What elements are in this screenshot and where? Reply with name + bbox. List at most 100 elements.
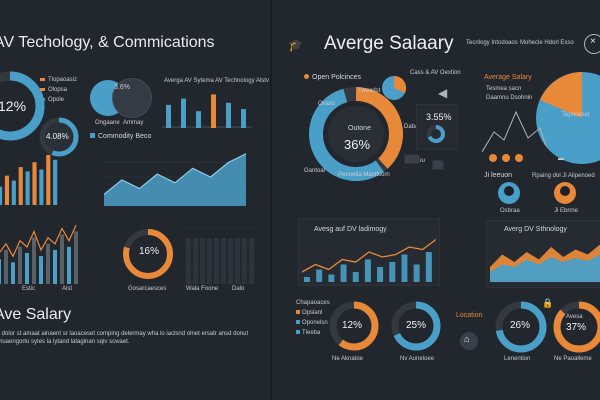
left-bar-chart	[0, 154, 58, 205]
grid-col-8	[242, 238, 247, 284]
avg-bar-2	[328, 274, 335, 282]
bubble-grey	[112, 78, 152, 118]
grid-col-4	[214, 238, 219, 284]
donut-center-value: 36%	[344, 137, 371, 152]
donut-caption: Pennetia Mastfcorn	[338, 172, 390, 178]
grid-col-2	[200, 238, 205, 284]
bottom-ring-12-value: 12%	[342, 320, 363, 331]
pie-right-legend-1: Tesmea sacn	[486, 86, 522, 92]
arrow-left-icon: ◀	[438, 86, 448, 100]
avg-line-title: Avesg auf DV ladimogy	[314, 226, 387, 233]
bottom-ring-25-value: 25%	[406, 320, 427, 331]
small-pie-chart	[382, 75, 407, 100]
left-title: AV Techology, & Commications	[0, 34, 215, 51]
small-bar-title: Averga AV Sytema AV Technology Alstv	[164, 78, 269, 84]
left-legend-3: Opole	[40, 97, 64, 103]
small-bar-2	[196, 111, 201, 128]
location-ring-37-top: Avesa	[566, 314, 583, 320]
commodity-title: Commodity Beco	[90, 133, 151, 140]
users-head-icon	[560, 186, 570, 196]
close-icon[interactable]	[584, 34, 600, 54]
avg-bar-5	[364, 259, 371, 282]
left-ring-value: 12%	[0, 98, 27, 114]
home-icon	[460, 332, 478, 350]
donut-tick-1: Ovaxs	[318, 101, 336, 107]
bottom-ring-12-caption: Ne Aknatoe	[332, 356, 364, 362]
avg-tech-title: Averg DV Sthnology	[504, 226, 567, 233]
bar-5	[32, 162, 37, 205]
small-bar-1	[181, 98, 186, 128]
location-caption-2: Ne Paoalleme	[554, 356, 592, 362]
location-ring-26	[495, 301, 547, 353]
location-ring-37-value: 37%	[566, 322, 587, 333]
grid-col-6	[228, 238, 233, 284]
donut-tick-5: Gantoal	[304, 168, 326, 174]
location-ring-37	[553, 301, 600, 353]
ring-16-caption: Gosarcaesces	[128, 286, 167, 292]
mini-block-1	[404, 154, 420, 164]
bottom-bar-5	[32, 237, 36, 284]
bottom-bar-6	[39, 256, 43, 284]
grid-col-3	[207, 238, 212, 284]
bottom-ring-25	[391, 301, 441, 351]
left-ring-chart	[0, 71, 45, 141]
bubble-value: 3.6%	[114, 84, 130, 91]
legend-dot-3	[515, 154, 523, 162]
bar-7	[46, 154, 51, 205]
user-head-icon	[504, 186, 514, 196]
lock-icon: 🔒	[542, 298, 554, 308]
bottom-bar-chart	[0, 225, 78, 284]
area-line	[104, 153, 246, 195]
donut-tick-3: Daba	[404, 124, 419, 130]
bubble-caption: Ongaane	[95, 120, 120, 126]
bottom-bar-10	[67, 246, 71, 284]
bar-8	[53, 159, 58, 205]
location-caption-1: Lenention	[504, 356, 531, 362]
grid-col-5	[221, 238, 226, 284]
avg-bar-4	[352, 272, 359, 282]
legend-bottom-1: Chapaoaces	[296, 300, 330, 306]
bar-caption-2: Aist	[62, 286, 73, 292]
panel-divider	[270, 0, 272, 400]
bar-1	[4, 175, 10, 205]
close-glyph: ×	[590, 36, 596, 47]
grid-col-0	[186, 238, 191, 284]
avg-bar-9	[413, 264, 420, 282]
small-bar-chart	[162, 94, 252, 128]
legend-bottom-2: Opslanl	[296, 310, 322, 316]
bottom-ring-25-caption: Nv Auneloee	[400, 356, 435, 362]
stat-355-value: 3.55%	[426, 112, 452, 122]
donut-tick-2: Tweadst	[358, 88, 381, 94]
ring-408-value: 4.08%	[46, 132, 69, 141]
bar-4	[25, 171, 30, 205]
right-title: Averge Salaary	[324, 33, 454, 54]
icon-people-caption-2: Ji Ebrrne	[554, 208, 579, 214]
ring-16-value: 16%	[139, 246, 160, 257]
avg-line	[302, 238, 436, 273]
body-text: ioi dolor st amaat ainaent sr laoaceset …	[0, 331, 249, 345]
icon-people-caption-1: Osbraa	[500, 208, 520, 214]
bar-2	[11, 180, 16, 205]
avg-tech-chart	[490, 244, 600, 282]
grid-col-1	[193, 238, 198, 284]
location-ring-26-value: 26%	[510, 320, 531, 331]
legend-bottom-4: Tleeba	[296, 330, 320, 336]
avg-bar-7	[389, 262, 396, 282]
avg-line-chart	[302, 238, 436, 282]
small-bar-5	[241, 109, 246, 128]
avg-bar-6	[377, 267, 384, 282]
bar-caption-1: Estic	[22, 286, 36, 292]
bottom-bar-2	[11, 262, 15, 284]
grid-col-7	[235, 238, 240, 284]
bar-3	[18, 167, 23, 205]
bar-0	[0, 186, 3, 205]
location-title: Location	[456, 312, 483, 319]
header-meta-1: Tecnlogy Intodoaos	[466, 40, 518, 46]
ring-16-side-1: Wala Foone	[186, 286, 219, 292]
open-title: Open Polcinces	[304, 74, 361, 81]
ring-16-chart	[123, 229, 173, 279]
bottom-ring-12	[329, 301, 379, 351]
legend-dot-2	[502, 154, 510, 162]
legend-dot-1	[489, 154, 497, 162]
